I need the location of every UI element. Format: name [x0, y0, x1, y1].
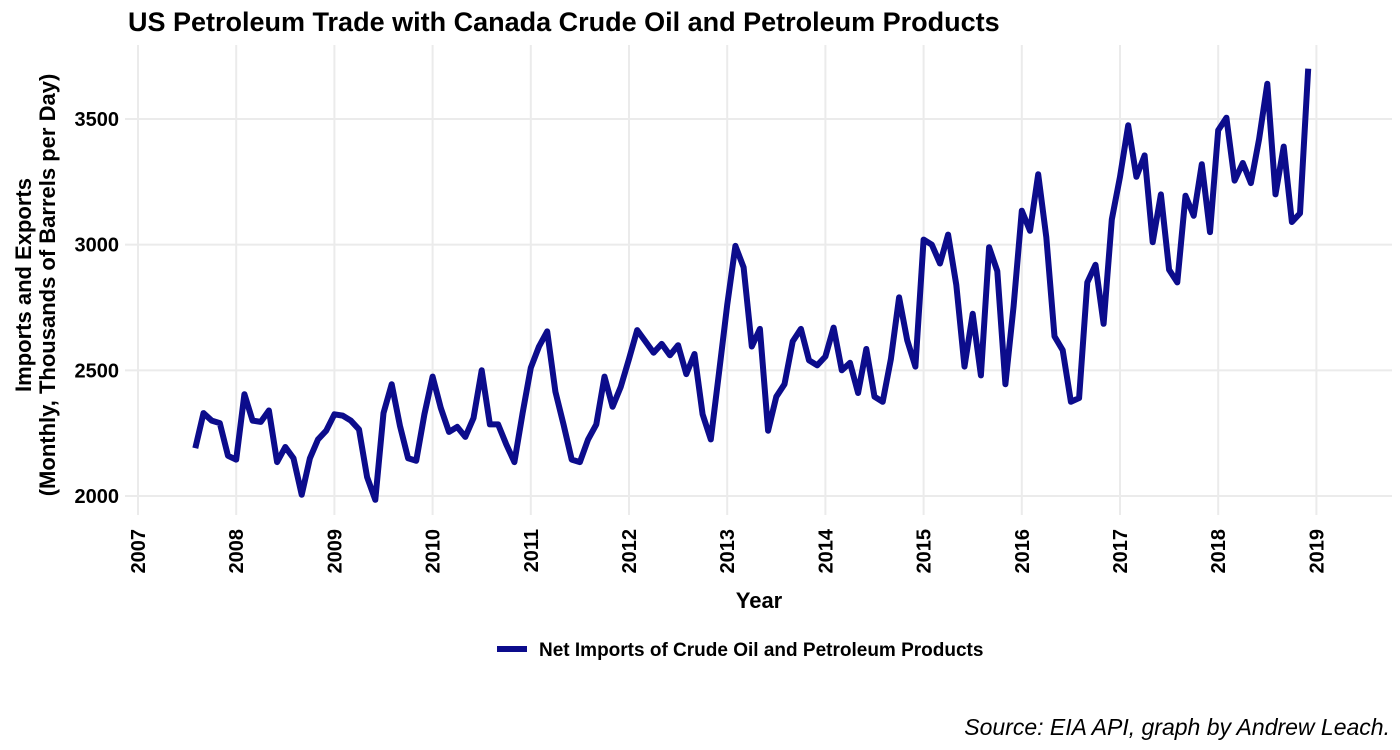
x-tick-label: 2007 [128, 529, 150, 574]
x-tick-label: 2015 [914, 529, 936, 574]
legend: Net Imports of Crude Oil and Petroleum P… [497, 640, 983, 661]
series-line-net-imports [192, 68, 1312, 503]
x-tick-label: 2010 [423, 529, 445, 574]
y-axis-title-line1: Imports and Exports [11, 178, 36, 392]
x-tick-label: 2016 [1012, 529, 1034, 574]
y-tick-label: 2500 [75, 360, 120, 382]
x-axis-title: Year [736, 588, 783, 613]
x-tick-label: 2013 [717, 529, 739, 574]
chart-title: US Petroleum Trade with Canada Crude Oil… [128, 7, 1000, 37]
y-axis-title-line2: (Monthly, Thousands of Barrels per Day) [35, 74, 60, 497]
y-tick-label: 3000 [75, 235, 120, 257]
x-axis-tick-labels: 2007 2008 2009 2010 2011 2012 2013 2014 2015 2016… [128, 528, 1328, 573]
legend-label-net-imports: Net Imports of Crude Oil and Petroleum P… [539, 640, 983, 661]
y-tick-label: 2000 [75, 486, 120, 508]
x-tick-label: 2017 [1110, 529, 1132, 574]
x-tick-label: 2014 [815, 528, 837, 573]
x-tick-label: 2011 [521, 529, 543, 572]
y-tick-label: 3500 [75, 109, 120, 131]
x-tick-label: 2009 [324, 529, 346, 574]
x-tick-label: 2012 [619, 529, 641, 574]
x-tick-label: 2018 [1208, 529, 1230, 574]
x-tick-label: 2019 [1306, 529, 1328, 574]
series-lines [192, 68, 1312, 503]
x-tick-label: 2008 [226, 529, 248, 574]
y-axis-tick-labels: 2000 2500 3000 3500 [75, 109, 120, 508]
source-caption: Source: EIA API, graph by Andrew Leach. [964, 714, 1390, 740]
